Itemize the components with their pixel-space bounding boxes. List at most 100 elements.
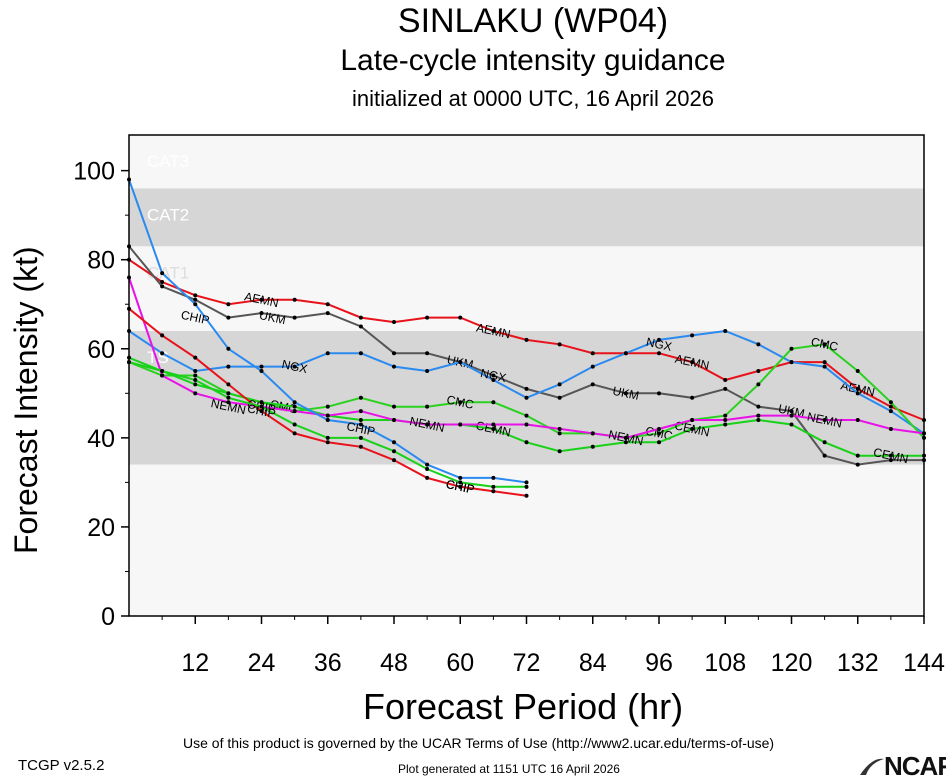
series-label: NGX: [645, 335, 673, 354]
data-point: [425, 351, 430, 356]
data-point: [690, 426, 695, 431]
data-point: [491, 377, 496, 382]
data-point: [259, 369, 264, 374]
data-point: [623, 351, 628, 356]
y-tick-label: 40: [87, 425, 115, 453]
data-point: [292, 431, 297, 436]
series-label: CHIP: [180, 308, 211, 328]
data-point: [789, 413, 794, 418]
data-point: [557, 382, 562, 387]
data-point: [358, 409, 363, 414]
y-tick-label: 0: [101, 603, 115, 631]
data-point: [325, 435, 330, 440]
chart-subtitle: Late-cycle intensity guidance: [340, 44, 726, 77]
data-point: [723, 422, 728, 427]
data-point: [193, 377, 198, 382]
data-point: [723, 413, 728, 418]
data-point: [855, 386, 860, 391]
data-point: [193, 355, 198, 360]
data-point: [690, 395, 695, 400]
data-point: [756, 382, 761, 387]
data-point: [160, 351, 165, 356]
series-chip-8: CHIP CHIP: [127, 355, 529, 497]
series-label: CHIP: [345, 419, 376, 439]
data-point: [491, 475, 496, 480]
data-point: [458, 484, 463, 489]
data-point: [425, 422, 430, 427]
data-point: [358, 422, 363, 427]
data-point: [458, 360, 463, 365]
data-point: [292, 315, 297, 320]
data-point: [491, 373, 496, 378]
data-point: [822, 342, 827, 347]
data-point: [690, 333, 695, 338]
data-point: [392, 404, 396, 409]
y-tick-label: 20: [87, 514, 115, 542]
x-tick-label: 84: [579, 649, 607, 677]
series-label: UKM: [258, 308, 287, 327]
init-time-text: initialized at 0000 UTC, 16 April 2026: [352, 86, 714, 111]
series-label: CHIP: [445, 477, 476, 497]
data-point: [358, 418, 363, 423]
data-point: [888, 426, 893, 431]
data-point: [193, 369, 198, 374]
data-point: [292, 404, 297, 409]
data-point: [822, 418, 827, 423]
data-point: [226, 346, 231, 351]
data-point: [226, 395, 231, 400]
data-point: [325, 351, 330, 356]
data-point: [193, 391, 198, 396]
data-point: [160, 284, 165, 289]
data-point: [425, 315, 430, 320]
x-axis-label: Forecast Period (hr): [363, 686, 684, 727]
data-point: [160, 333, 165, 338]
data-point: [193, 297, 198, 302]
series-label: UKM: [611, 384, 640, 403]
data-point: [888, 458, 893, 463]
data-point: [193, 373, 198, 378]
data-point: [822, 360, 827, 365]
data-point: [458, 475, 463, 480]
data-point: [657, 426, 661, 431]
data-point: [657, 440, 661, 445]
data-point: [623, 440, 628, 445]
series-label: CMC: [445, 393, 475, 412]
data-point: [623, 391, 628, 396]
data-point: [557, 342, 562, 347]
ncar-logo: NCAR: [858, 751, 946, 781]
data-point: [358, 324, 363, 329]
data-point: [160, 373, 165, 378]
data-point: [623, 435, 628, 440]
y-tick-label: 60: [87, 336, 115, 364]
data-point: [855, 391, 860, 396]
data-point: [259, 311, 264, 316]
data-point: [392, 320, 396, 325]
data-point: [325, 404, 330, 409]
band-label-cat1: CAT1: [147, 263, 189, 282]
data-point: [690, 360, 695, 365]
chart-title: SINLAKU (WP04): [397, 2, 669, 40]
data-point: [358, 315, 363, 320]
data-point: [888, 400, 893, 405]
data-point: [458, 400, 463, 405]
data-point: [491, 328, 496, 333]
data-point: [557, 431, 562, 436]
data-point: [590, 444, 595, 449]
data-point: [458, 480, 463, 485]
data-point: [756, 369, 761, 374]
data-point: [458, 315, 463, 320]
intensity-bands: [129, 135, 924, 616]
data-point: [160, 279, 165, 284]
series-label: CHIP: [445, 477, 476, 497]
data-point: [822, 364, 827, 369]
x-tick-label: 12: [181, 649, 209, 677]
data-point: [524, 440, 529, 445]
data-point: [226, 364, 231, 369]
band-cat2: [129, 188, 924, 247]
data-point: [789, 422, 794, 427]
data-point: [524, 422, 529, 427]
data-point: [491, 400, 496, 405]
x-tick-label: 108: [704, 649, 746, 677]
